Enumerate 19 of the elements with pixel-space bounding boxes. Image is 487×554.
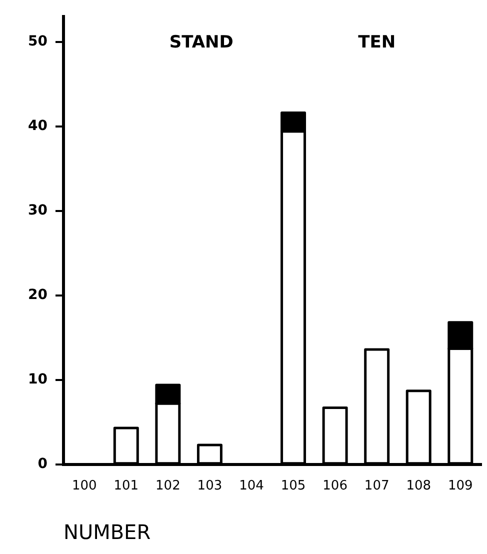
y-tick-label: 30 [28, 202, 48, 218]
x-tick-label: 101 [114, 478, 139, 494]
x-tick-label: 100 [72, 478, 97, 494]
y-tick-label: 10 [28, 372, 48, 388]
x-tick-label: 107 [364, 478, 390, 494]
x-tick-label: 104 [239, 478, 264, 494]
y-tick-label: 0 [38, 456, 48, 472]
y-tick-label: 50 [28, 33, 48, 50]
y-tick-label: 20 [28, 286, 48, 303]
annotation: STAND [169, 32, 234, 53]
x-tick-label: 109 [448, 478, 473, 494]
annotation: TEN [358, 32, 396, 53]
x-tick-label: 108 [406, 478, 432, 494]
y-tick-label: 40 [28, 118, 48, 134]
x-axis-title: NUMBER [63, 520, 151, 544]
x-tick-label: 105 [280, 478, 306, 494]
x-tick-label: 106 [322, 478, 348, 494]
x-tick-label: 102 [156, 478, 180, 494]
x-tick-label: 103 [197, 478, 222, 494]
